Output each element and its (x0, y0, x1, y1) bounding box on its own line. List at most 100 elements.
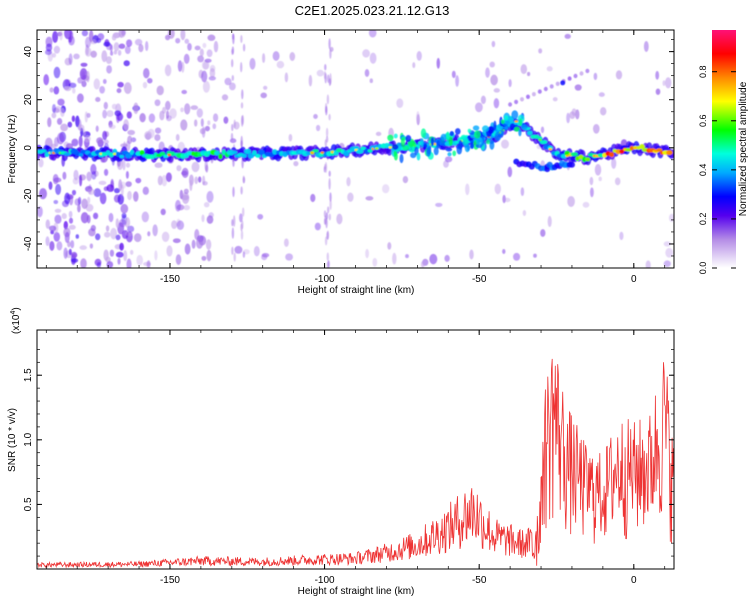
spectrogram-cell (117, 257, 121, 265)
y-tick-label: 0.5 (23, 497, 34, 511)
spectrogram-cell (234, 245, 243, 254)
x-tick-label: 0 (631, 274, 637, 285)
spectrogram-cell (39, 188, 47, 200)
spectrogram-cell (106, 261, 114, 268)
spectrogram-cell (520, 64, 528, 75)
spectrogram-cell (163, 154, 169, 158)
spectrogram-cell (593, 72, 598, 81)
spectrogram-cell (467, 128, 472, 133)
spectrogram-cell (77, 93, 84, 103)
spectrogram-cell (336, 213, 343, 225)
spectrogram-cell (161, 175, 168, 187)
spectrogram-cell (328, 113, 331, 121)
spectrogram-cell (232, 33, 235, 45)
spectrogram-cell (95, 96, 101, 103)
spectrogram-cell (78, 135, 83, 148)
spectrogram-cell (286, 150, 291, 155)
spectrogram-cell (56, 241, 63, 251)
spectrogram-cell (53, 231, 61, 242)
spectrogram-cell (72, 253, 78, 258)
spectrogram-cell (148, 113, 156, 123)
spectrogram-cell (104, 231, 111, 238)
spectrogram-cell (402, 176, 409, 184)
spectrogram-cell (86, 214, 91, 224)
spectrogram-cell (473, 130, 481, 139)
spectrogram-cell (68, 82, 77, 89)
spectrogram-cell (620, 139, 628, 147)
spectrogram-cell (619, 149, 625, 154)
spectrogram-cell (206, 191, 214, 203)
spectrogram-cell (44, 49, 52, 56)
spectrogram-cell (154, 99, 161, 107)
spectrogram-cell (416, 152, 421, 161)
spectrogram-cell (221, 94, 229, 101)
spectrogram-cell (412, 62, 416, 69)
spectrogram-cell (181, 167, 189, 179)
spectrogram-cell (184, 243, 191, 255)
spectrogram-cell (505, 120, 511, 125)
spectrogram-cell (249, 57, 256, 70)
spectrogram-cell (328, 213, 331, 221)
spectrogram-cell (122, 159, 126, 171)
spectrogram-cell (574, 84, 582, 91)
spectrogram-cell (240, 61, 243, 73)
spectrogram-cell (272, 149, 278, 155)
spectrogram-cell (324, 215, 327, 225)
spectrogram-cell (40, 149, 47, 153)
spectrogram-cell (108, 212, 114, 223)
snr-multiplier-exp: 4 (10, 311, 17, 315)
spectrogram-cell (80, 258, 87, 268)
spectrogram-cell (375, 147, 379, 150)
spectrogram-cell (157, 175, 163, 186)
spectrogram-cell (49, 87, 54, 93)
spectrogram-cell (110, 51, 114, 56)
y-tick-label: 1.0 (23, 432, 34, 446)
spectrogram-cell (489, 61, 495, 68)
spectrogram-cell (393, 152, 398, 161)
spectrogram-cell (241, 115, 244, 127)
x-tick-label: -100 (315, 575, 335, 586)
spectrogram-cell (213, 40, 219, 53)
spectrogram-cell (111, 34, 117, 41)
spectrogram-cell (44, 151, 50, 158)
spectrogram-cell (63, 247, 68, 259)
spectrogram-cell (160, 208, 166, 216)
spectrogram-cell (103, 249, 109, 261)
spectrogram-cell (214, 150, 220, 156)
snr-panel: -150 -100 -50 0 0.5 1.0 1.5 Height of straight… (7, 307, 675, 597)
spectrogram-cell (347, 192, 354, 202)
spectrogram-cell (84, 135, 91, 143)
spectrogram-cell (68, 224, 76, 230)
spectrogram-cell (570, 152, 579, 157)
spectrogram-cell (240, 223, 243, 232)
spectrogram-cell (240, 186, 243, 195)
spectrogram-cell (54, 208, 62, 213)
spectrogram-cell (71, 189, 77, 196)
spectrogram-cell (147, 128, 155, 139)
spectrogram-cell (175, 254, 182, 265)
spectrogram-cell (365, 248, 369, 259)
spectrogram-cell (223, 116, 229, 124)
spectrogram-cell (109, 44, 113, 52)
spectrogram-cell (486, 139, 491, 145)
spectrogram-cell (239, 213, 243, 223)
spectrogram-cell (224, 77, 232, 86)
spectrogram-cell (84, 47, 92, 57)
snr-multiplier-base: (x10 (11, 314, 22, 334)
spectrogram-cell (134, 38, 143, 46)
spectrogram-cell (416, 51, 422, 61)
colorbar-tick-label: 0.8 (698, 65, 708, 78)
spectrogram-cell (80, 212, 89, 224)
spectrogram-cell (87, 196, 91, 205)
spectrogram-cell (582, 156, 587, 163)
spectrogram-cell (448, 136, 453, 146)
spectrogram-cell (655, 70, 660, 80)
spectrogram-cell (364, 69, 370, 77)
spectrogram-cell (436, 57, 441, 69)
spectrogram-cell (240, 140, 243, 149)
spectrogram-cell (126, 39, 133, 47)
spectrogram-cell (614, 177, 621, 186)
spectrogram-cell (518, 129, 522, 137)
spectrogram-cell (260, 92, 267, 99)
spectrogram-cell (147, 77, 153, 84)
